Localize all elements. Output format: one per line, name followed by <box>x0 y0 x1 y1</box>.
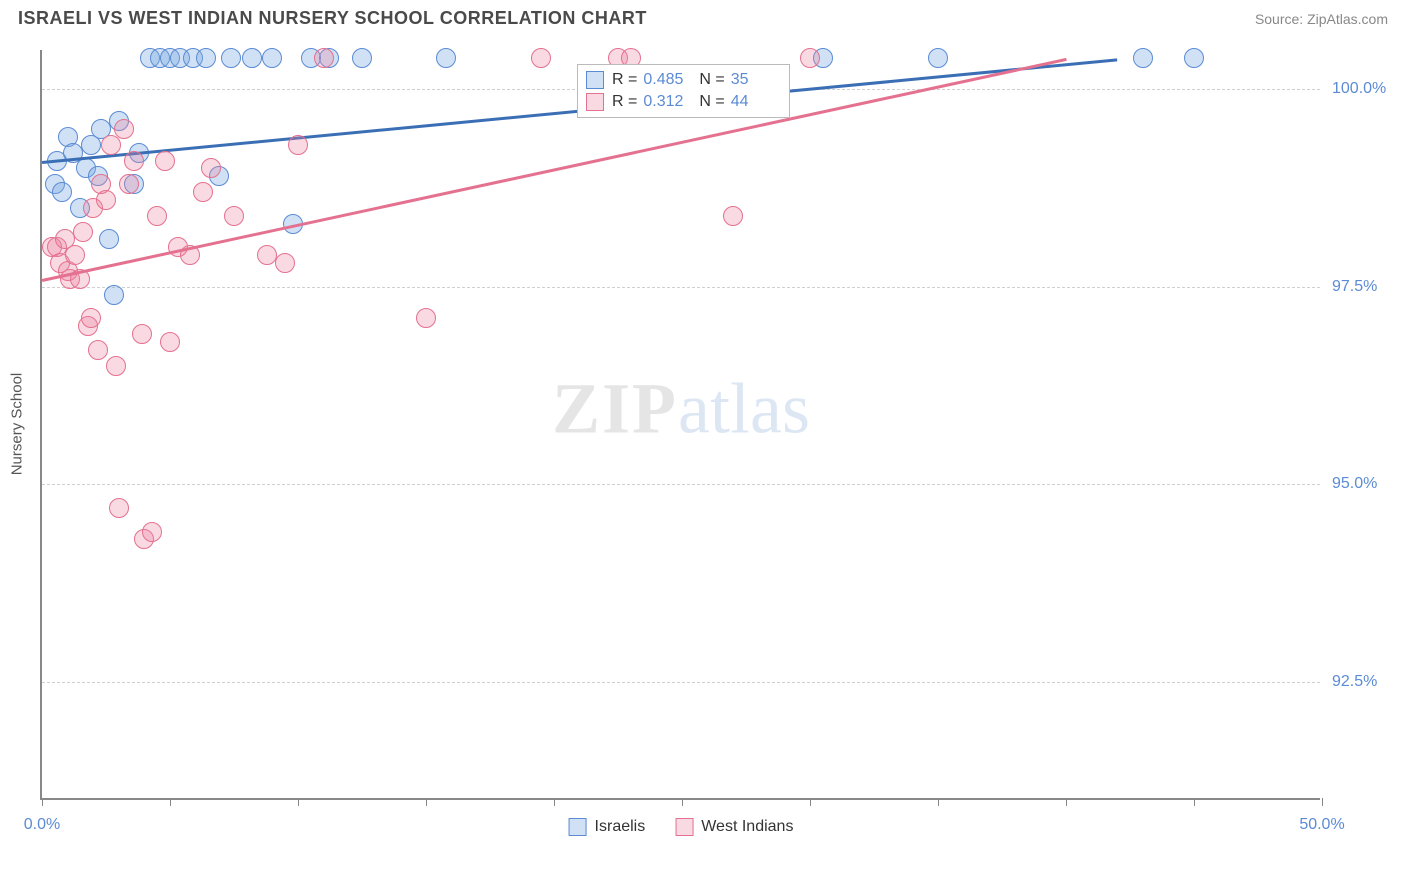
x-tick <box>298 798 299 806</box>
y-tick-label: 92.5% <box>1332 673 1377 691</box>
scatter-point <box>1184 48 1204 68</box>
y-tick-label: 95.0% <box>1332 475 1377 493</box>
scatter-point <box>723 206 743 226</box>
gridline <box>42 484 1320 485</box>
scatter-point <box>99 229 119 249</box>
scatter-point <box>928 48 948 68</box>
watermark-zip: ZIP <box>552 369 678 449</box>
x-tick <box>554 798 555 806</box>
scatter-point <box>96 190 116 210</box>
scatter-point <box>224 206 244 226</box>
scatter-point <box>201 158 221 178</box>
scatter-point <box>73 222 93 242</box>
gridline <box>42 287 1320 288</box>
scatter-point <box>242 48 262 68</box>
scatter-point <box>124 151 144 171</box>
x-tick <box>682 798 683 806</box>
y-axis-title: Nursery School <box>9 373 26 476</box>
scatter-point <box>352 48 372 68</box>
scatter-point <box>288 135 308 155</box>
x-tick <box>170 798 171 806</box>
y-tick-label: 97.5% <box>1332 278 1377 296</box>
legend-text: R =0.485N =35 <box>612 71 781 89</box>
scatter-point <box>65 245 85 265</box>
x-tick <box>1066 798 1067 806</box>
x-tick <box>42 798 43 806</box>
scatter-point <box>160 332 180 352</box>
watermark-atlas: atlas <box>678 369 810 449</box>
plot-area: Nursery School ZIPatlas Israelis West In… <box>40 50 1320 800</box>
scatter-point <box>436 48 456 68</box>
legend-swatch-icon <box>586 71 604 89</box>
scatter-point <box>193 182 213 202</box>
bottom-legend-item: Israelis <box>569 816 646 838</box>
legend-swatch-icon <box>675 818 693 836</box>
scatter-point <box>196 48 216 68</box>
y-tick-label: 100.0% <box>1332 80 1386 98</box>
chart-source: Source: ZipAtlas.com <box>1255 11 1388 27</box>
trendline <box>42 58 1067 281</box>
bottom-legend: Israelis West Indians <box>569 816 794 838</box>
scatter-point <box>52 182 72 202</box>
legend-swatch-icon <box>569 818 587 836</box>
scatter-point <box>142 522 162 542</box>
watermark: ZIPatlas <box>552 368 810 451</box>
scatter-point <box>155 151 175 171</box>
gridline <box>42 682 1320 683</box>
legend-label: West Indians <box>701 818 793 836</box>
scatter-point <box>81 308 101 328</box>
scatter-point <box>109 498 129 518</box>
chart-header: ISRAELI VS WEST INDIAN NURSERY SCHOOL CO… <box>0 0 1406 33</box>
correlation-legend-row: R =0.312N =44 <box>586 91 781 113</box>
scatter-point <box>88 340 108 360</box>
scatter-point <box>531 48 551 68</box>
scatter-point <box>104 285 124 305</box>
scatter-point <box>221 48 241 68</box>
legend-swatch-icon <box>586 93 604 111</box>
scatter-point <box>147 206 167 226</box>
x-tick <box>1194 798 1195 806</box>
scatter-point <box>314 48 334 68</box>
scatter-point <box>275 253 295 273</box>
scatter-point <box>106 356 126 376</box>
scatter-point <box>132 324 152 344</box>
legend-label: Israelis <box>595 818 646 836</box>
scatter-point <box>262 48 282 68</box>
correlation-legend: R =0.485N =35 R =0.312N =44 <box>577 64 790 118</box>
x-tick <box>810 798 811 806</box>
scatter-point <box>800 48 820 68</box>
x-tick <box>938 798 939 806</box>
chart-title: ISRAELI VS WEST INDIAN NURSERY SCHOOL CO… <box>18 8 647 29</box>
x-tick-label: 0.0% <box>24 816 60 834</box>
scatter-point <box>114 119 134 139</box>
correlation-legend-row: R =0.485N =35 <box>586 69 781 91</box>
legend-text: R =0.312N =44 <box>612 93 781 111</box>
x-tick <box>426 798 427 806</box>
scatter-point <box>101 135 121 155</box>
bottom-legend-item: West Indians <box>675 816 793 838</box>
x-tick <box>1322 798 1323 806</box>
scatter-point <box>119 174 139 194</box>
chart-container: Nursery School ZIPatlas Israelis West In… <box>40 50 1320 800</box>
scatter-point <box>416 308 436 328</box>
x-tick-label: 50.0% <box>1299 816 1344 834</box>
scatter-point <box>1133 48 1153 68</box>
